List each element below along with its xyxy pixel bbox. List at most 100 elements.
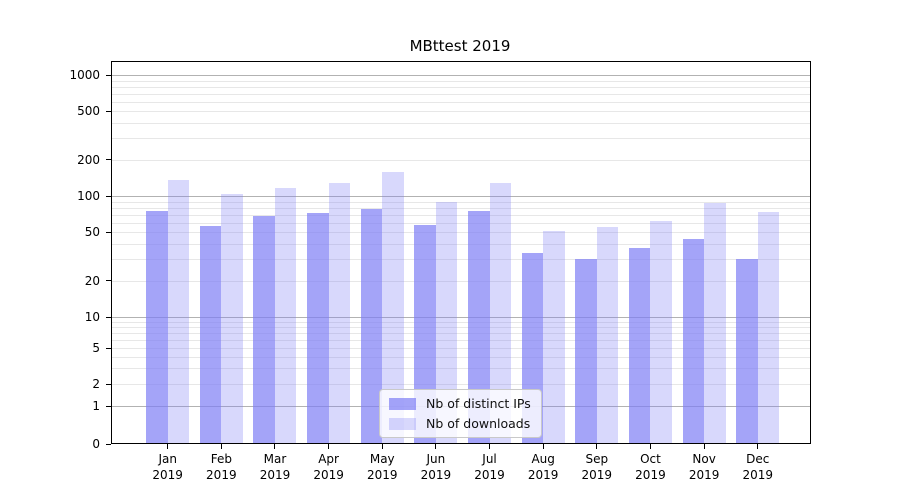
x-tick-mark	[167, 444, 169, 449]
x-tick-label-year: 2019	[366, 468, 398, 482]
x-tick-mark	[381, 444, 383, 449]
x-tick-label-year: 2019	[581, 468, 613, 482]
x-tick-label-month: Feb	[210, 452, 232, 466]
bar-downloads	[167, 180, 190, 443]
x-tick-mark	[435, 444, 437, 449]
x-tick-label: Sep 2019	[565, 451, 629, 483]
x-tick-label: Jan 2019	[136, 451, 200, 483]
gridline-major	[112, 75, 810, 76]
x-tick-mark	[274, 444, 276, 449]
gridline-minor	[112, 384, 810, 385]
x-tick-label-year: 2019	[742, 468, 773, 482]
gridline-minor	[112, 86, 810, 88]
x-tick-label-year: 2019	[635, 468, 666, 482]
bar-distinct-ips	[414, 224, 436, 443]
chart-title: MBttest 2019	[409, 37, 511, 55]
y-tick-mark	[106, 195, 111, 197]
gridline-minor	[112, 232, 810, 234]
y-tick-label: 2	[92, 377, 100, 391]
gridline-minor	[112, 214, 810, 216]
legend-item-downloads: Nb of downloads	[389, 416, 531, 431]
x-tick-label-month: Mar	[263, 452, 287, 466]
gridline-minor	[112, 244, 810, 246]
x-tick-label-year: 2019	[474, 468, 505, 482]
gridline-minor	[112, 339, 810, 341]
x-tick-mark	[703, 444, 705, 449]
bar-distinct-ips	[682, 239, 705, 443]
y-tick-label: 1000	[69, 68, 100, 82]
x-tick-label: Oct 2019	[618, 451, 682, 483]
gridline-minor	[112, 207, 810, 209]
gridline-minor	[112, 111, 810, 113]
y-tick-mark	[106, 159, 111, 161]
y-tick-label: 200	[77, 152, 100, 167]
x-tick-mark	[328, 444, 330, 449]
x-tick-label-year: 2019	[206, 468, 237, 482]
bar-distinct-ips	[199, 226, 222, 443]
x-tick-label: Nov 2019	[672, 451, 736, 483]
gridline-minor	[112, 280, 810, 282]
bar-downloads	[221, 194, 243, 443]
x-tick-label-month: Jun	[426, 452, 446, 466]
x-tick-label-month: Apr	[318, 452, 339, 466]
bar-downloads	[489, 183, 512, 443]
x-tick-label-year: 2019	[313, 468, 344, 482]
legend-swatch-downloads	[389, 417, 416, 430]
x-tick-label-year: 2019	[259, 468, 291, 482]
gridline-minor	[112, 368, 810, 370]
y-tick-label: 10	[84, 310, 100, 324]
y-tick-label: 500	[77, 104, 100, 119]
gridline-major	[112, 317, 810, 318]
legend-label-downloads: Nb of downloads	[426, 416, 531, 431]
bar-downloads	[704, 203, 726, 443]
y-tick-mark	[106, 74, 111, 76]
gridline-minor	[112, 138, 810, 140]
gridline-minor	[112, 93, 810, 95]
gridline-minor	[112, 259, 810, 261]
gridline-minor	[112, 222, 810, 224]
x-tick-label-year: 2019	[420, 468, 452, 482]
x-tick-label-month: Jan	[158, 452, 177, 466]
bar-distinct-ips	[146, 211, 168, 443]
y-tick-mark	[106, 443, 111, 445]
x-tick-label-month: Aug	[531, 452, 555, 466]
x-tick-label: Aug 2019	[511, 451, 575, 483]
gridline-minor	[112, 356, 810, 358]
y-tick-mark	[106, 316, 111, 318]
x-tick-label-month: Jul	[482, 452, 497, 466]
bar-downloads	[274, 187, 297, 443]
y-tick-mark	[106, 383, 111, 385]
x-tick-mark	[542, 444, 544, 449]
bar-distinct-ips	[468, 211, 490, 443]
gridline-minor	[112, 332, 810, 334]
y-tick-label: 100	[77, 189, 100, 203]
bar-downloads	[382, 172, 404, 443]
x-tick-mark	[596, 444, 598, 449]
x-tick-label-year: 2019	[152, 468, 183, 482]
gridline-minor	[112, 348, 810, 349]
x-tick-label-month: Nov	[692, 452, 716, 466]
y-tick-mark	[106, 347, 111, 349]
bar-distinct-ips	[360, 209, 383, 443]
x-tick-label: Dec 2019	[726, 451, 790, 483]
y-tick-mark	[106, 280, 111, 282]
x-tick-label-month: May	[369, 452, 395, 466]
x-tick-mark	[220, 444, 222, 449]
x-tick-mark	[649, 444, 651, 449]
bar-downloads	[650, 221, 672, 443]
legend: Nb of distinct IPs Nb of downloads	[379, 389, 542, 438]
x-tick-label: May 2019	[350, 451, 414, 483]
legend-label-distinct-ips: Nb of distinct IPs	[426, 396, 531, 411]
bar-distinct-ips	[307, 213, 329, 443]
x-tick-label: Feb 2019	[189, 451, 253, 483]
bar-downloads	[543, 231, 565, 443]
y-tick-mark	[106, 405, 111, 407]
gridline-minor	[112, 326, 810, 328]
bar-downloads	[757, 211, 780, 443]
bar-downloads	[328, 182, 351, 443]
gridline-minor	[112, 123, 810, 125]
gridline-major	[112, 196, 810, 197]
y-tick-mark	[106, 110, 111, 112]
x-tick-label-month: Dec	[746, 452, 770, 466]
